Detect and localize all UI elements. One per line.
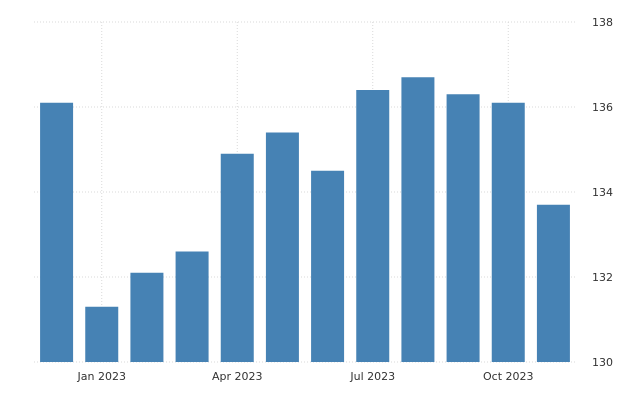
bar [491, 102, 525, 362]
bar [536, 204, 570, 362]
bar [85, 306, 119, 362]
bar [446, 94, 480, 362]
y-axis-ticks: 130 132 134 136 138 [592, 16, 613, 369]
bar [40, 102, 74, 362]
bar [220, 153, 254, 362]
y-tick-label: 134 [592, 186, 613, 199]
y-tick-label: 136 [592, 101, 613, 114]
y-tick-label: 130 [592, 356, 613, 369]
bar [130, 272, 164, 362]
x-tick-label: Apr 2023 [212, 370, 263, 383]
grid-lines [34, 21, 576, 363]
x-tick-label: Jan 2023 [77, 370, 126, 383]
bars [40, 77, 570, 362]
bar [311, 170, 345, 362]
y-tick-label: 138 [592, 16, 613, 29]
bar [401, 77, 435, 362]
bar [356, 90, 390, 362]
bar [175, 251, 209, 362]
bar [265, 132, 299, 362]
y-tick-label: 132 [592, 271, 613, 284]
x-tick-label: Jul 2023 [349, 370, 395, 383]
x-tick-label: Oct 2023 [483, 370, 534, 383]
x-axis-ticks: Jan 2023 Apr 2023 Jul 2023 Oct 2023 [77, 370, 534, 383]
